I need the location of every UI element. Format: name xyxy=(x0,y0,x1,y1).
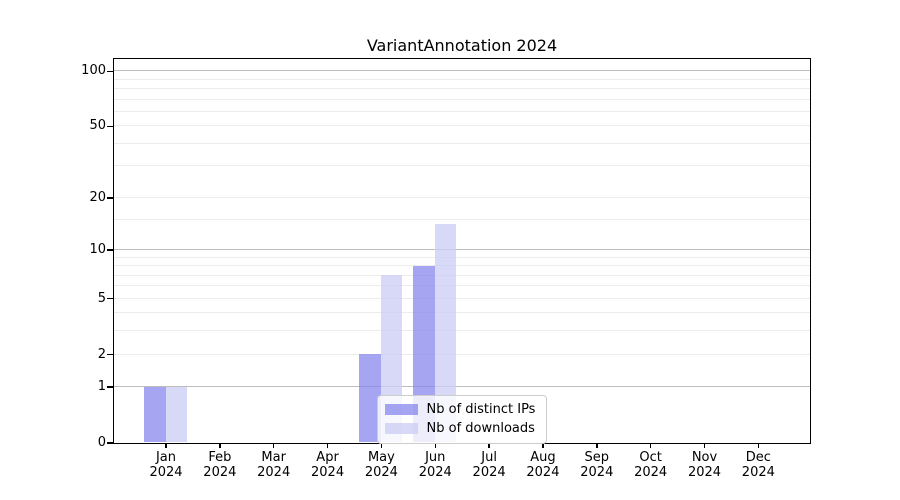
x-tick-mark xyxy=(326,443,329,448)
minor-gridline xyxy=(113,312,810,314)
minor-gridline xyxy=(113,78,810,80)
x-tick-year: 2024 xyxy=(203,465,237,480)
x-tick-mark xyxy=(757,443,760,448)
legend-label: Nb of distinct IPs xyxy=(426,401,536,417)
legend: Nb of distinct IPs Nb of downloads xyxy=(376,394,547,444)
x-tick-month: Oct xyxy=(639,450,662,465)
chart-title: VariantAnnotation 2024 xyxy=(366,36,558,55)
y-tick-mark xyxy=(107,70,113,72)
legend-swatch xyxy=(384,403,418,415)
legend-swatch xyxy=(384,422,418,434)
y-tick-label: 5 xyxy=(97,290,106,306)
x-tick-year: 2024 xyxy=(634,465,668,480)
x-tick-year: 2024 xyxy=(149,465,183,480)
bar xyxy=(165,386,187,443)
x-tick-mark xyxy=(434,443,436,448)
x-tick-month: Jul xyxy=(481,450,497,465)
x-tick-label: Sep 2024 xyxy=(570,450,624,480)
x-tick-month: Nov xyxy=(691,450,718,465)
major-gridline xyxy=(113,70,810,72)
plot-area: Nb of distinct IPs Nb of downloads xyxy=(112,57,811,444)
minor-gridline xyxy=(113,265,810,266)
minor-gridline xyxy=(113,98,810,100)
minor-gridline xyxy=(113,218,810,220)
minor-gridline xyxy=(113,88,810,90)
minor-gridline xyxy=(113,165,810,167)
bar xyxy=(359,354,381,443)
x-tick-label: Dec 2024 xyxy=(731,450,785,480)
y-tick-mark xyxy=(107,297,113,300)
x-tick-year: 2024 xyxy=(687,465,722,480)
x-tick-year: 2024 xyxy=(526,465,560,480)
x-tick-month: Jun xyxy=(425,450,446,465)
x-tick-year: 2024 xyxy=(257,465,291,480)
x-tick-mark xyxy=(649,443,652,448)
x-tick-label: Oct 2024 xyxy=(624,450,678,480)
x-tick-year: 2024 xyxy=(311,465,345,480)
y-tick-label: 100 xyxy=(81,63,106,79)
y-tick-mark xyxy=(107,249,113,251)
y-tick-mark xyxy=(107,442,113,444)
x-tick-label: Jul 2024 xyxy=(462,450,516,480)
y-tick-label: 20 xyxy=(89,189,106,205)
minor-gridline xyxy=(113,256,810,258)
major-gridline xyxy=(113,125,810,127)
x-tick-month: Mar xyxy=(261,450,286,465)
minor-gridline xyxy=(113,110,810,112)
y-tick-label: 0 xyxy=(97,435,106,450)
x-tick-mark xyxy=(380,443,383,448)
x-tick-month: Apr xyxy=(316,450,339,465)
x-tick-label: Nov 2024 xyxy=(678,450,732,480)
y-tick-mark xyxy=(107,353,113,356)
x-tick-label: May 2024 xyxy=(354,450,408,480)
x-tick-month: Jan xyxy=(155,450,177,465)
minor-gridline xyxy=(113,142,810,144)
x-tick-mark xyxy=(488,443,490,448)
x-tick-mark xyxy=(165,443,167,448)
legend-item: Nb of distinct IPs xyxy=(384,400,539,419)
x-tick-year: 2024 xyxy=(580,465,614,480)
minor-gridline xyxy=(113,274,810,276)
major-gridline xyxy=(113,297,810,299)
x-tick-mark xyxy=(703,443,706,448)
x-tick-label: Apr 2024 xyxy=(301,450,355,480)
x-tick-month: Dec xyxy=(745,450,771,465)
x-tick-month: Aug xyxy=(530,450,556,465)
x-tick-month: Sep xyxy=(584,450,610,465)
x-tick-year: 2024 xyxy=(472,465,506,480)
x-tick-year: 2024 xyxy=(364,465,398,480)
y-tick-label: 1 xyxy=(97,379,106,395)
minor-gridline xyxy=(113,330,810,332)
x-tick-mark xyxy=(219,443,221,448)
y-tick-mark xyxy=(107,386,113,388)
y-tick-label: 50 xyxy=(89,118,106,134)
x-tick-year: 2024 xyxy=(418,465,452,480)
y-tick-mark xyxy=(107,197,113,199)
major-gridline xyxy=(113,196,810,198)
major-gridline xyxy=(113,386,810,388)
x-tick-month: Feb xyxy=(208,450,232,465)
x-tick-label: Jun 2024 xyxy=(408,450,462,480)
major-gridline xyxy=(113,248,810,250)
x-tick-label: Jan 2024 xyxy=(139,450,193,480)
major-gridline xyxy=(113,353,810,355)
x-tick-label: Aug 2024 xyxy=(516,450,570,480)
bar xyxy=(144,386,166,443)
x-tick-mark xyxy=(542,443,544,448)
x-tick-month: May xyxy=(367,450,395,465)
x-tick-label: Mar 2024 xyxy=(247,450,301,480)
x-tick-label: Feb 2024 xyxy=(193,450,247,480)
y-tick-label: 2 xyxy=(97,346,106,362)
bar xyxy=(434,224,457,443)
y-tick-label: 10 xyxy=(89,241,106,257)
y-tick-mark xyxy=(107,125,113,128)
x-tick-year: 2024 xyxy=(741,465,775,480)
legend-label: Nb of downloads xyxy=(426,420,535,436)
x-tick-mark xyxy=(272,443,275,448)
minor-gridline xyxy=(113,285,810,287)
legend-item: Nb of downloads xyxy=(384,419,539,438)
x-tick-mark xyxy=(596,443,598,448)
